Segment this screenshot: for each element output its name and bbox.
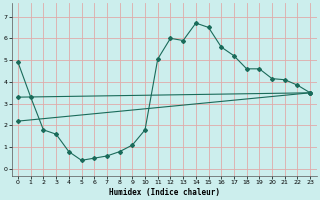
X-axis label: Humidex (Indice chaleur): Humidex (Indice chaleur) — [108, 188, 220, 197]
